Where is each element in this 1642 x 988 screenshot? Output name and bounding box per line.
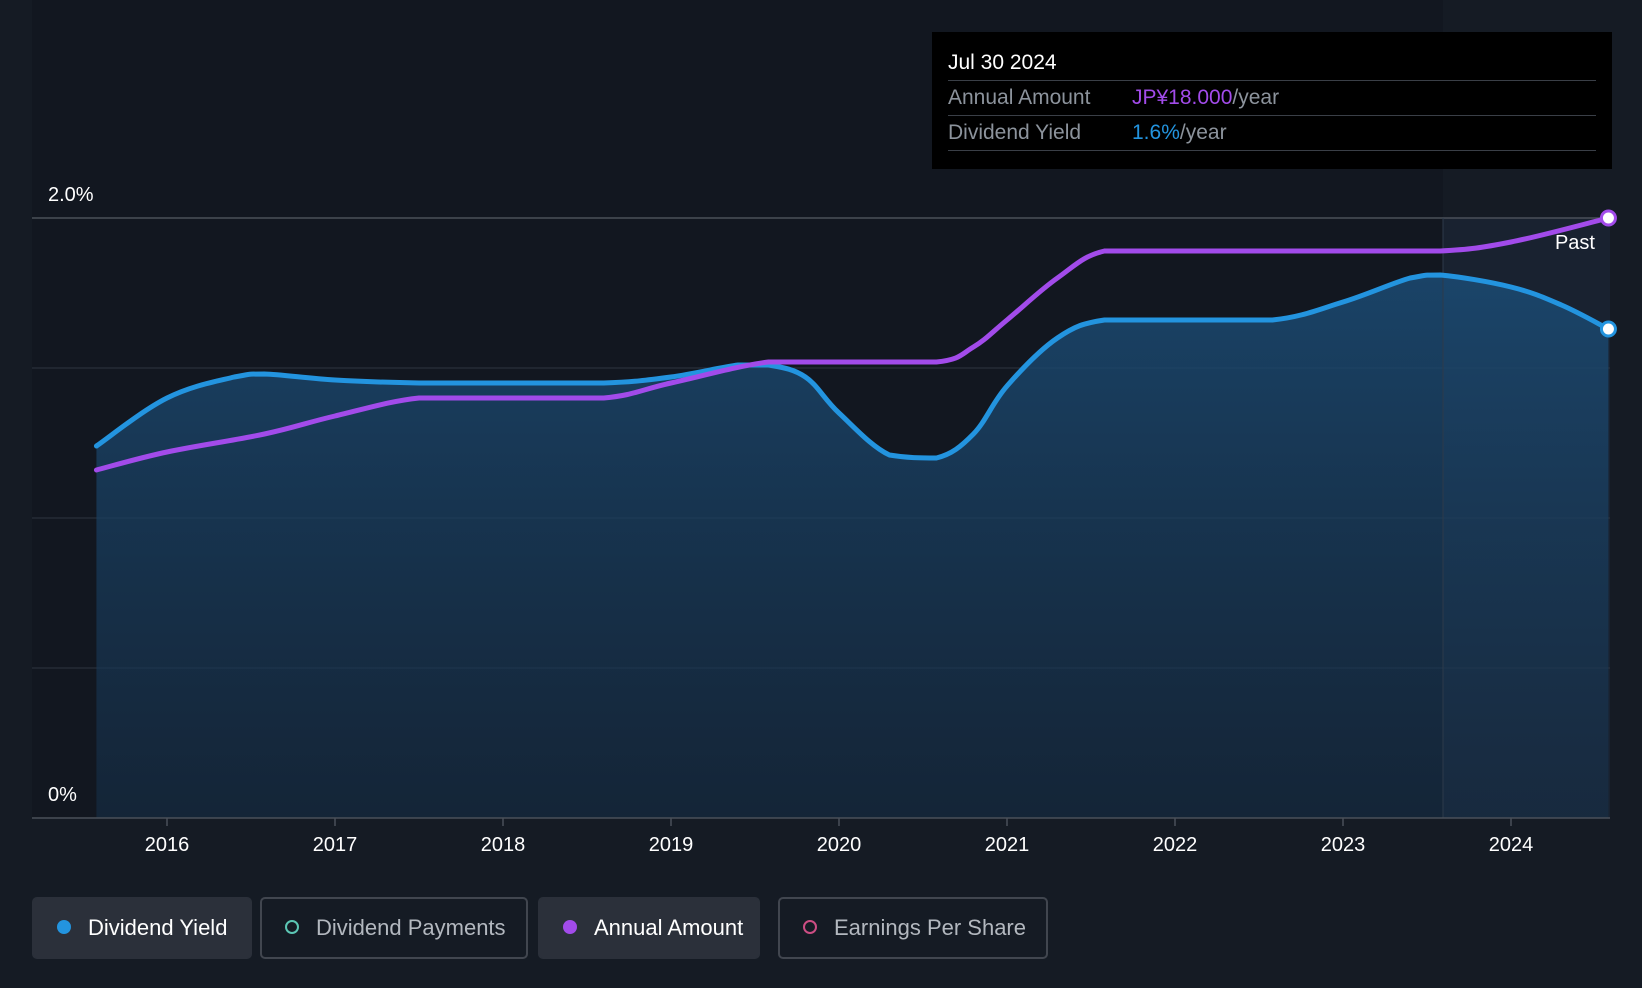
x-tick-label: 2019 [649,834,694,856]
tooltip-unit: /year [1179,121,1227,144]
x-tick-label: 2020 [817,834,862,856]
legend-dot-icon [57,920,71,934]
legend-label: Annual Amount [594,915,744,940]
x-tick-label: 2017 [313,834,358,856]
legend-item-earnings-per-share[interactable]: Earnings Per Share [778,897,1048,959]
dividend-yield-area [96,275,1609,818]
x-tick-label: 2016 [145,834,190,856]
tooltip-label: Annual Amount [948,86,1091,109]
tooltip-value: JP¥18.000 [1132,86,1233,109]
tooltip-row-annual-amount: Annual Amount JP¥18.000/year [948,81,1596,116]
legend-label: Earnings Per Share [834,915,1026,940]
dividend-yield-line [93,272,1611,461]
x-tick-label: 2022 [1153,834,1198,856]
tooltip-unit: /year [1232,86,1280,109]
tooltip-value-group: 1.6%/year [1132,116,1227,150]
legend-item-annual-amount[interactable]: Annual Amount [538,897,760,959]
legend-dot-icon [803,920,817,934]
dividend-yield-end-marker[interactable] [1599,320,1617,338]
x-tick-label: 2024 [1489,834,1534,856]
annual-amount-end-marker[interactable] [1599,209,1617,227]
annual-amount-line [93,215,1611,473]
y-tick-label-top: 2.0% [48,184,94,206]
tooltip-date: Jul 30 2024 [948,46,1596,81]
tooltip-value-group: JP¥18.000/year [1132,81,1279,115]
x-tick-label: 2023 [1321,834,1366,856]
tooltip-value: 1.6% [1132,121,1180,144]
x-tick-label: 2018 [481,834,526,856]
x-axis-ticks: 2016 2017 2018 2019 2020 2021 2022 2023 2024 [145,818,1534,856]
legend-label: Dividend Yield [88,915,228,940]
legend-dot-icon [285,920,299,934]
legend-item-dividend-payments[interactable]: Dividend Payments [260,897,528,959]
legend-label: Dividend Payments [316,915,506,940]
legend-dot-icon [563,920,577,934]
tooltip-row-dividend-yield: Dividend Yield 1.6%/year [948,116,1596,151]
legend-item-dividend-yield[interactable]: Dividend Yield [32,897,252,959]
y-tick-label-bottom: 0% [48,784,77,806]
tooltip: Jul 30 2024 Annual Amount JP¥18.000/year… [932,32,1612,169]
past-label: Past [1555,232,1595,254]
x-tick-label: 2021 [985,834,1030,856]
tooltip-label: Dividend Yield [948,121,1082,144]
